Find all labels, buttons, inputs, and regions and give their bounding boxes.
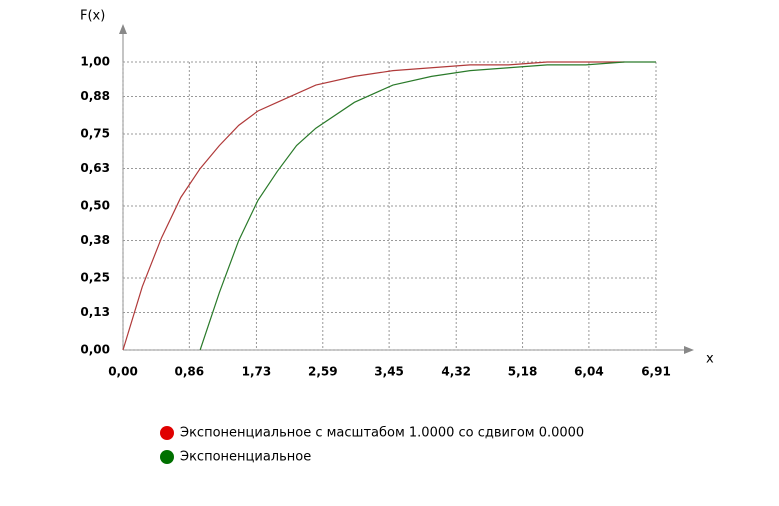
x-tick-label: 0,00 xyxy=(108,365,138,379)
x-tick-label: 5,18 xyxy=(508,365,538,379)
x-tick-label: 4,32 xyxy=(441,365,471,379)
x-tick-label: 2,59 xyxy=(308,365,338,379)
legend-marker xyxy=(160,450,174,464)
x-tick-label: 1,73 xyxy=(242,365,272,379)
series-line xyxy=(199,61,656,351)
x-tick-label: 3,45 xyxy=(374,365,404,379)
y-arrow xyxy=(119,24,127,34)
legend-label: Экспоненциальное с масштабом 1.0000 со с… xyxy=(180,426,584,441)
legend-label: Экспоненциальное xyxy=(180,450,311,465)
x-arrow xyxy=(684,346,694,354)
y-axis-label: F(x) xyxy=(80,9,105,24)
y-tick-label: 1,00 xyxy=(80,55,110,69)
y-tick-label: 0,63 xyxy=(80,161,110,175)
y-tick-label: 0,38 xyxy=(80,233,110,247)
y-tick-label: 0,75 xyxy=(80,127,110,141)
y-tick-label: 0,13 xyxy=(80,305,110,319)
y-tick-label: 0,50 xyxy=(80,199,110,213)
series-line xyxy=(122,61,625,351)
legend-marker xyxy=(160,426,174,440)
y-tick-label: 0,88 xyxy=(80,89,110,103)
x-axis-label: x xyxy=(706,352,714,367)
y-tick-label: 0,25 xyxy=(80,271,110,285)
x-tick-label: 0,86 xyxy=(175,365,205,379)
x-tick-label: 6,04 xyxy=(574,365,604,379)
x-tick-label: 6,91 xyxy=(641,365,671,379)
y-tick-label: 0,00 xyxy=(80,343,110,357)
